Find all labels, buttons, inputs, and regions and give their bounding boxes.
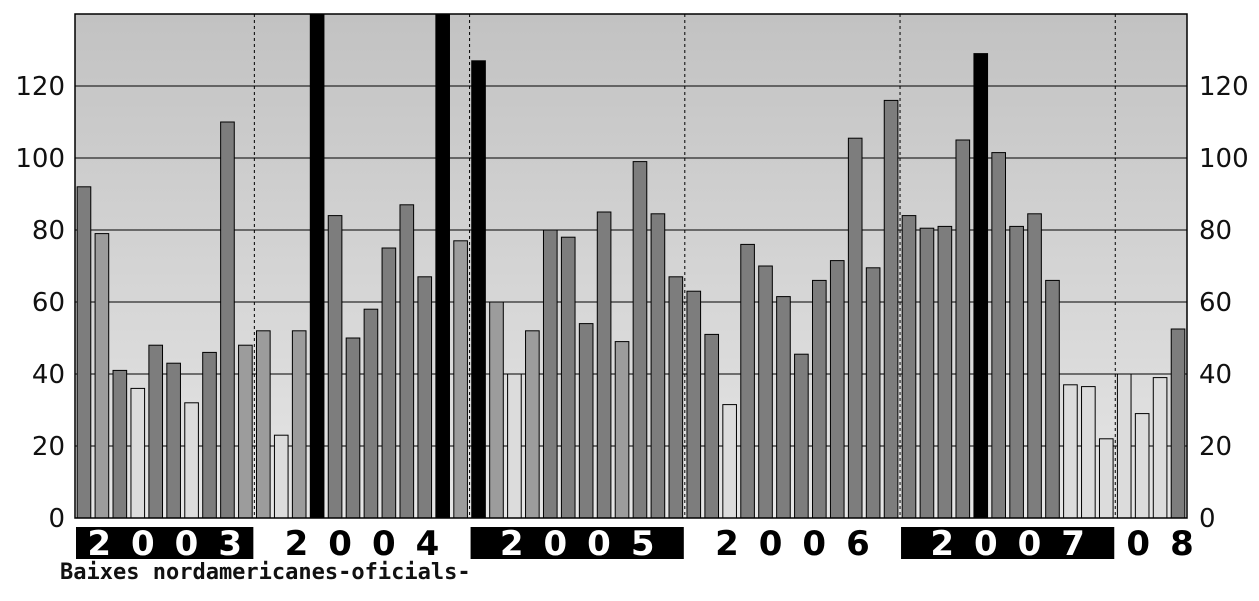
- y-tick-label-right: 60: [1199, 288, 1232, 318]
- y-tick-label-right: 120: [1199, 72, 1249, 102]
- y-axis-right: 0 20 40 60 80 100 120: [1199, 72, 1249, 534]
- bar: [668, 276, 684, 519]
- bar: [1116, 373, 1132, 519]
- year-label: 2004: [285, 524, 460, 564]
- bar: [829, 260, 845, 519]
- bar: [901, 215, 917, 519]
- y-tick-label-right: 40: [1199, 360, 1232, 390]
- bar: [273, 434, 289, 519]
- bar: [596, 211, 612, 519]
- y-tick-label-left: 120: [15, 72, 65, 102]
- y-tick-label-left: 0: [48, 504, 65, 534]
- bar: [560, 236, 576, 519]
- bar: [507, 373, 522, 519]
- bar: [220, 121, 235, 519]
- bar: [542, 229, 558, 519]
- bar: [112, 369, 128, 519]
- bar: [776, 296, 791, 519]
- bar: [704, 333, 720, 519]
- bar: [345, 337, 361, 519]
- bar: [650, 213, 666, 519]
- bar: [148, 344, 164, 519]
- bar: [1045, 279, 1060, 519]
- bar: [435, 13, 450, 519]
- bar: [202, 351, 217, 519]
- year-band: [76, 527, 254, 559]
- bar: [758, 265, 773, 519]
- bar: [1063, 384, 1078, 519]
- year-label: 2003: [87, 524, 262, 564]
- y-tick-label-right: 80: [1199, 216, 1232, 246]
- bar: [740, 243, 755, 519]
- bar: [327, 215, 343, 519]
- bar: [76, 186, 92, 519]
- bar: [973, 53, 989, 519]
- y-tick-label-right: 20: [1199, 432, 1232, 462]
- bar: [417, 276, 433, 519]
- bar: [1009, 225, 1024, 519]
- year-label: 2006: [715, 524, 890, 564]
- bar: [614, 341, 630, 519]
- bar: [166, 362, 181, 519]
- bar: [1027, 213, 1042, 519]
- bar: [1134, 413, 1150, 519]
- bar: [919, 227, 935, 519]
- gridlines: [75, 14, 1187, 518]
- bar: [955, 139, 971, 519]
- chart-caption: Baixes nordamericanes-oficials-: [60, 560, 471, 585]
- bar: [363, 308, 379, 519]
- year-band: [470, 527, 684, 559]
- y-axis-left: 0 20 40 60 80 100 120: [15, 72, 65, 534]
- bar: [94, 233, 110, 519]
- bar: [812, 279, 827, 519]
- year-bands: 2003 2004 2005 2006 2007 08: [76, 524, 1213, 564]
- bar: [632, 161, 648, 519]
- y-tick-label-right: 0: [1199, 504, 1216, 534]
- bar: [1081, 386, 1096, 519]
- bar: [489, 301, 504, 519]
- y-tick-label-left: 60: [32, 288, 65, 318]
- bar: [1098, 438, 1114, 519]
- bar: [399, 204, 415, 519]
- bar: [381, 247, 397, 519]
- y-tick-label-left: 20: [32, 432, 65, 462]
- bar: [578, 323, 594, 519]
- y-tick-label-left: 80: [32, 216, 65, 246]
- bar: [291, 330, 307, 519]
- bar: [309, 13, 325, 519]
- year-label: 08: [1126, 524, 1213, 564]
- bar: [453, 240, 468, 519]
- bar: [471, 60, 486, 519]
- bar: [794, 353, 809, 519]
- bar: [722, 404, 737, 519]
- bar: [865, 267, 881, 519]
- bar: [184, 402, 199, 519]
- bar: [937, 225, 953, 519]
- bar: [525, 330, 540, 519]
- bars: [76, 13, 1186, 519]
- y-tick-label-right: 100: [1199, 144, 1249, 174]
- bar: [991, 152, 1006, 519]
- bar: [1152, 377, 1168, 519]
- plot-frame: [74, 13, 1188, 519]
- bar: [883, 99, 899, 519]
- bar: [847, 137, 863, 519]
- bar: [1170, 328, 1186, 519]
- bar: [256, 330, 271, 519]
- y-tick-label-left: 100: [15, 144, 65, 174]
- year-band: [901, 527, 1115, 559]
- bar: [238, 344, 253, 519]
- bar: [686, 290, 702, 519]
- year-label: 2007: [930, 524, 1105, 564]
- year-label: 2005: [500, 524, 675, 564]
- bar: [130, 387, 146, 519]
- y-tick-label-left: 40: [32, 360, 65, 390]
